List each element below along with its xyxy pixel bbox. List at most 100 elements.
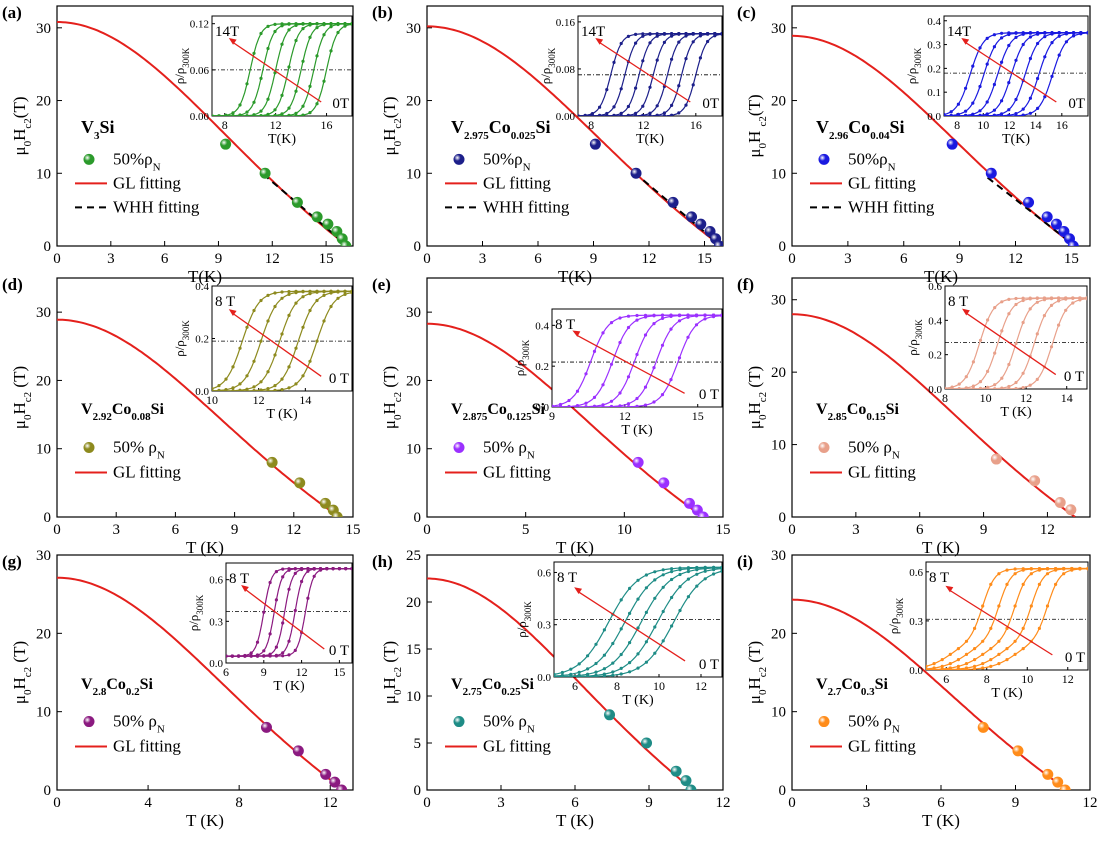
inset-rt-point [294,382,298,386]
legend-marker [453,441,465,453]
inset-rt-point [231,111,235,115]
legend-marker [818,441,830,453]
inset-low-field-label: 0T [332,96,349,112]
plot-frame [56,554,354,791]
inset: 8 12 16 0.00 0.08 0.16 T(K) ρ/ρ300K 14T 0T [538,15,723,147]
inset-rt-point [301,113,305,116]
inset-field-arrow [965,42,1057,103]
x-tick-label: 6 [937,795,945,811]
inset-rt-point [949,110,953,114]
inset-rt-point [703,313,707,317]
inset-rt-point [973,664,977,669]
legend-label: GL fitting [848,462,916,481]
data-point [641,737,653,749]
inset-rt-point [268,580,272,585]
inset-rt-point [336,296,340,300]
inset-field-arrow [577,334,685,394]
panel-h: 0 3 6 9 12 0 5 10 15 20 25 (h) T (K) μ0Hc2 (T) V2.75Co… [372,548,731,830]
whh-fit-line [986,176,1076,246]
inset-rt-point [940,658,944,662]
data-point [713,240,723,246]
inset-x-axis-label: T (K) [273,679,305,694]
inset-rt-point [577,662,581,666]
inset-rt-point [308,84,312,88]
inset-rt-point [677,314,682,318]
inset-curves [226,567,352,658]
inset-rt-point [677,40,681,44]
legend-label: 50% ρN [113,437,165,461]
inset-rt-point [601,331,605,335]
inset-rt-point [628,586,632,591]
inset-rt-point [971,387,975,389]
inset-rt-point [662,32,667,36]
inset-rt-point [1014,380,1018,385]
inset-rt-point [273,388,277,391]
panel-f: 0 3 6 9 12 0 10 20 30 (f) T (K) μ0Hc2 (T) V2.85Co0.1… [737,275,1091,557]
inset-rt-point [273,114,277,116]
inset-rt-point [1079,32,1083,36]
inset-x-tick-label: 9 [261,665,267,679]
inset-rt-point [301,59,305,63]
inset-rt-point [628,661,632,665]
inset-rt-point [287,313,291,317]
inset-rt-point [653,596,657,600]
inset-rt-point [973,667,977,670]
inset-rt-point [971,114,975,116]
inset-rt-point [653,578,657,582]
inset-arrow-head [574,587,583,594]
data-point [667,196,679,208]
inset-rt-point [274,645,278,649]
inset-rt-point [653,625,657,629]
inset-low-field-label: 0 T [1064,369,1084,385]
compound-label: V2.92Co0.08Si [81,401,165,423]
inset-rt-point [245,114,249,116]
inset-rt-point [274,598,278,602]
panel-label: (e) [372,275,391,294]
inset-rt-point [560,670,565,675]
inset-rt-point [978,380,983,384]
inset-rt-point [294,301,298,305]
inset-rt-point [1014,35,1018,40]
inset-rt-point [1021,320,1025,325]
x-axis-label: T (K) [186,538,224,557]
inset-rt-point [259,339,263,343]
legend-label: WHH fitting [483,197,570,216]
x-tick-label: 12 [1008,251,1023,267]
data-point [686,211,698,223]
inset-rt-point [1049,297,1054,301]
data-point [329,776,341,788]
inset-rt-point [273,304,277,309]
inset-rt-point [993,383,997,387]
y-tick-label: 0 [779,783,787,799]
inset-rt-point [602,653,607,657]
inset-y-tick-label: 0.2 [927,63,941,75]
inset-rt-point [648,41,652,45]
inset-rt-point [230,654,234,658]
inset-rt-point [684,57,688,61]
inset-rt-point [1007,384,1011,389]
inset-rt-point [280,290,284,294]
panel-label: (i) [737,552,753,571]
inset: 8 12 16 0.00 0.06 0.12 T(K) ρ/ρ300K 14T 0T [172,15,353,147]
inset-rt-point [706,39,710,44]
inset-rt-point [1014,31,1018,35]
inset-rt-point [259,76,263,80]
inset-x-tick-label: 10 [980,391,992,405]
inset-rt-point [992,114,996,116]
x-tick-label: 5 [522,522,530,538]
plot-frame [791,277,1091,518]
inset-rt-point [1021,371,1025,375]
legend-label: GL fitting [483,173,551,192]
inset-rt-point [1043,55,1047,59]
inset-rt-curve [578,33,722,116]
inset-rt-point [956,658,961,662]
data-point [632,456,644,468]
inset-rt-point [592,349,597,353]
y-tick-label: 20 [36,626,51,642]
inset-rt-point [981,662,985,666]
inset-rt-point [1085,297,1087,301]
inset-rt-point [249,651,253,655]
x-tick-label: 0 [53,251,61,267]
